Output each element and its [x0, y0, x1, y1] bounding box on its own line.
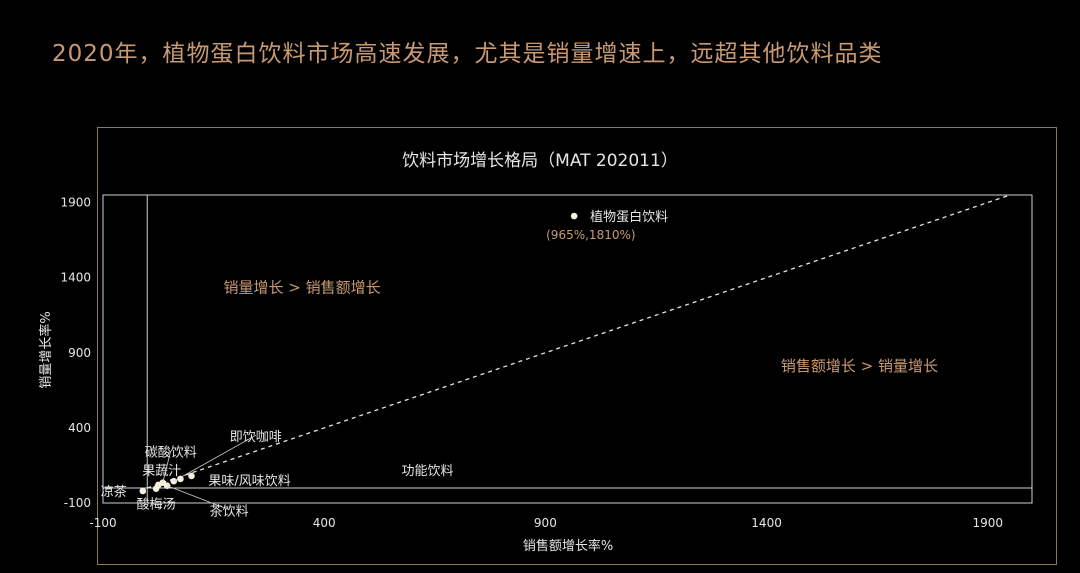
x-tick-label: 1400 [751, 516, 782, 530]
y-axis-label: 销量增长率% [38, 311, 54, 388]
data-label: 功能饮料 [401, 464, 453, 479]
x-tick-label: 900 [534, 516, 557, 530]
label-leader-line [173, 434, 256, 482]
x-axis-label: 销售额增长率% [523, 538, 613, 554]
quadrant-annotation: 销量增长 > 销售额增长 [224, 279, 381, 297]
data-point [177, 475, 184, 483]
data-label: 碳酸饮料 [145, 446, 197, 461]
data-point [570, 212, 578, 220]
page-headline: 2020年，植物蛋白饮料市场高速发展，尤其是销量增速上，远超其他饮料品类 [52, 41, 883, 67]
x-tick-label: 400 [313, 516, 336, 530]
data-label: 即饮咖啡 [230, 430, 282, 445]
y-tick-label: 900 [68, 346, 91, 360]
quadrant-annotation: 销售额增长 > 销量增长 [781, 357, 938, 375]
data-point [188, 472, 195, 480]
data-point [170, 477, 178, 485]
data-point [139, 487, 147, 495]
plot-frame [102, 194, 1033, 504]
label-leader-line [167, 485, 230, 511]
label-leader-line [162, 450, 172, 483]
x-tick-label: -100 [89, 516, 116, 530]
data-value-label: (965%,1810%) [546, 228, 635, 242]
data-label: 凉茶 [101, 484, 127, 500]
y-tick-label: 1400 [60, 271, 91, 285]
data-label: 果蔬汁 [142, 464, 181, 479]
chart-panel [97, 127, 1057, 565]
y-tick-label: 1900 [60, 196, 91, 210]
data-label: 酸梅汤 [137, 498, 176, 513]
y-tick-label: 400 [68, 421, 91, 435]
x-tick-label: 1900 [972, 516, 1003, 530]
data-label: 果味/风味饮料 [208, 474, 290, 489]
data-label: 植物蛋白饮料 [590, 209, 668, 225]
data-label: 茶饮料 [210, 504, 249, 520]
y-tick-label: -100 [64, 496, 91, 510]
chart-title: 饮料市场增长格局（MAT 202011） [402, 151, 678, 171]
